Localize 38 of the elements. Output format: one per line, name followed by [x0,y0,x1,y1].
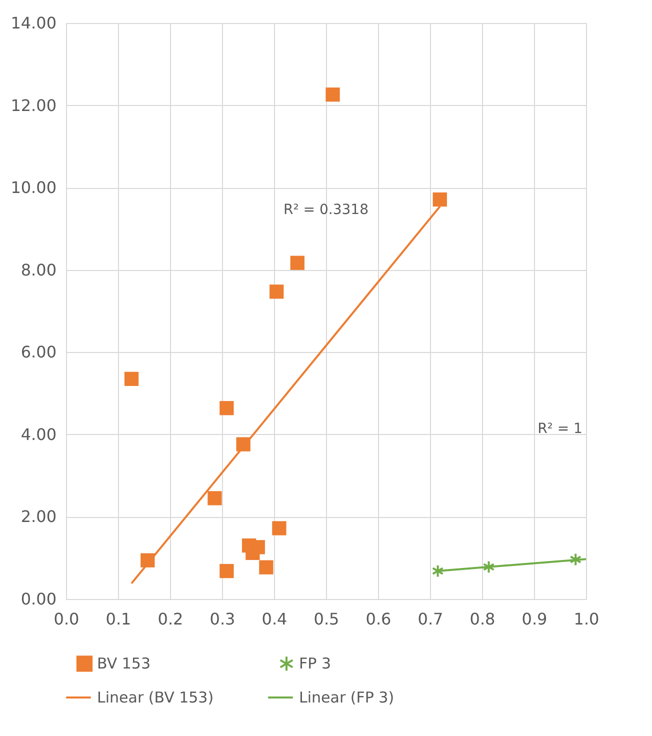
x-tick-label: 0.3 [210,610,236,628]
y-tick-label: 12.00 [10,96,56,115]
x-tick-label: 0.2 [158,610,184,628]
x-tick-label: 1.0 [574,610,600,628]
y-tick-label: 8.00 [20,260,56,280]
point [124,372,139,386]
legend-label: Linear (FP 3) [299,688,394,706]
point [220,564,234,578]
x-tick-label: 0.8 [470,610,496,628]
point [432,564,444,578]
y-tick-label: 14.00 [10,14,56,32]
legend-label: FP 3 [299,654,331,673]
point [432,192,447,207]
point [259,560,274,574]
point [290,256,304,270]
point [208,491,222,506]
y-tick-label: 6.00 [20,342,56,362]
y-tick-label: 10.00 [10,178,56,198]
x-tick-label: 0.9 [522,610,548,628]
point [326,88,340,102]
point [272,521,286,536]
legend-label: BV 153 [97,654,150,673]
point [570,552,582,566]
point [220,401,234,416]
legend-label: Linear (BV 153) [97,688,214,706]
y-tick-label: 0.00 [20,590,56,608]
y-tick-label: 2.00 [20,507,56,526]
x-tick-label: 0.7 [418,610,444,628]
x-tick-label: 0.0 [54,610,80,628]
annotation: R² = 1 [538,421,582,438]
x-tick-label: 0.6 [366,610,392,628]
annotation: R² = 0.3318 [284,202,368,218]
x-tick-label: 0.1 [106,610,132,628]
point [270,284,284,299]
x-tick-label: 0.5 [314,610,340,628]
y-tick-label: 4.00 [20,424,56,444]
x-tick-label: 0.4 [262,610,288,628]
point [482,560,495,574]
